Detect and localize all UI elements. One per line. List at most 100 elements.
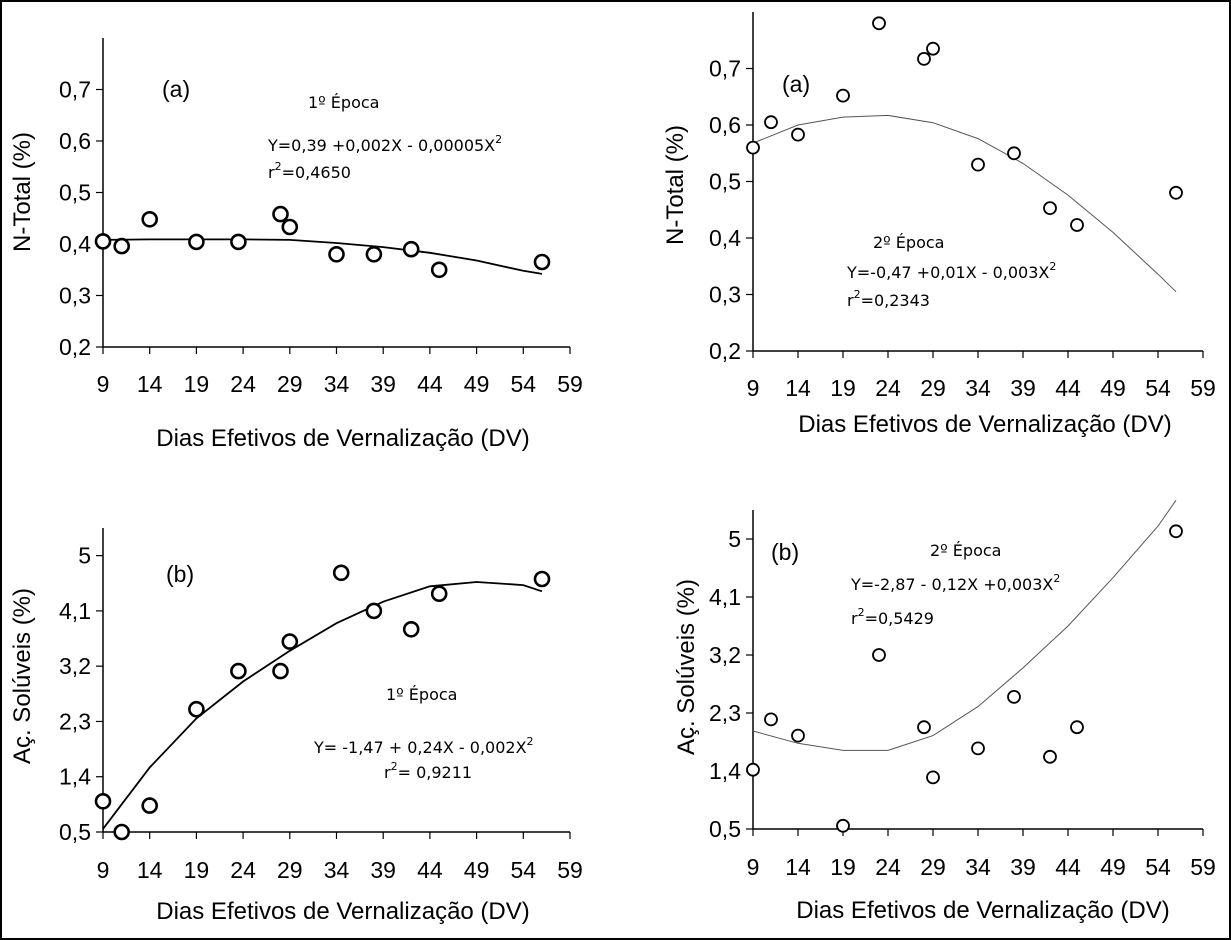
equation-text: Y=-2,87 - 0,12X +0,003X	[850, 575, 1053, 594]
equation-exponent: 2	[1053, 572, 1060, 585]
data-point	[872, 16, 886, 31]
y-tick-label: 0,4	[709, 225, 741, 251]
r2-prefix: r	[851, 609, 858, 628]
r2-exponent: 2	[391, 760, 398, 773]
y-tick-label: 3,2	[709, 642, 741, 668]
x-tick-label: 9	[747, 375, 760, 401]
x-tick-label: 49	[1100, 854, 1126, 880]
y-tick-label: 3,2	[59, 653, 91, 679]
r2-exponent: 2	[858, 606, 865, 619]
equation-exponent: 2	[1049, 260, 1056, 273]
x-tick-label: 19	[184, 857, 210, 883]
x-tick-label: 49	[464, 371, 490, 397]
x-tick-label: 39	[370, 371, 396, 397]
x-tick-label: 34	[965, 375, 991, 401]
data-point	[230, 662, 247, 680]
x-tick-label: 39	[1010, 854, 1036, 880]
panel-tag: (b)	[771, 539, 799, 565]
x-tick-label: 54	[1145, 854, 1171, 880]
y-tick-label: 1,4	[709, 758, 741, 784]
x-tick-label: 59	[1190, 375, 1216, 401]
x-tick-label: 24	[875, 375, 901, 401]
x-tick-label: 49	[1100, 375, 1126, 401]
panel-acucares-epoca-1: (b) 1º Época Y= -1,47 + 0,24X - 0,002X2 …	[9, 528, 583, 925]
data-point	[281, 218, 299, 236]
x-tick-label: 54	[511, 857, 537, 883]
x-tick-label: 44	[417, 371, 443, 397]
y-axis-title: N-Total (%)	[662, 125, 689, 245]
data-point	[94, 792, 112, 810]
equation: Y=-0,47 +0,01X - 0,003X2	[846, 260, 1056, 282]
x-tick-label: 34	[324, 371, 350, 397]
x-tick-label: 14	[785, 375, 811, 401]
trend-line	[102, 238, 543, 275]
x-axis-title: Dias Efetivos de Vernalização (DV)	[156, 425, 530, 452]
data-point	[94, 233, 112, 250]
data-point	[746, 762, 760, 777]
y-tick-label: 0,3	[59, 283, 91, 309]
data-point	[971, 157, 985, 172]
y-tick-label: 0,5	[709, 816, 741, 842]
data-point	[113, 823, 130, 841]
r-squared: r2=0,5429	[851, 606, 934, 628]
data-point	[533, 570, 551, 588]
equation-text: Y=-0,47 +0,01X - 0,003X	[846, 263, 1049, 282]
trend-line	[102, 581, 543, 830]
x-tick-label: 54	[1145, 375, 1171, 401]
x-tick-label: 39	[1010, 375, 1036, 401]
x-tick-label: 29	[920, 375, 946, 401]
season-label: 2º Época	[873, 233, 944, 252]
equation-exponent: 2	[527, 735, 534, 748]
r2-value: =0,4650	[282, 163, 351, 182]
x-tick-label: 24	[875, 854, 901, 880]
panel-tag: (b)	[166, 561, 194, 587]
x-tick-label: 39	[370, 857, 396, 883]
data-point	[1007, 146, 1021, 161]
panel-n-total-epoca-2: (a) 2º Época Y=-0,47 +0,01X - 0,003X2 r2…	[662, 12, 1216, 438]
y-tick-label: 0,2	[709, 338, 741, 364]
data-point	[917, 52, 931, 66]
y-tick-label: 0,6	[59, 128, 91, 154]
x-tick-label: 44	[417, 857, 443, 883]
data-point	[141, 211, 158, 228]
y-tick-label: 1,4	[59, 764, 91, 790]
r-squared: r2= 0,9211	[384, 760, 472, 782]
panel-tag: (a)	[162, 76, 190, 102]
y-tick-label: 0,5	[59, 180, 91, 206]
data-point	[328, 246, 345, 263]
r2-prefix: r	[268, 163, 275, 182]
y-tick-label: 0,7	[59, 77, 91, 103]
x-tick-label: 24	[230, 857, 256, 883]
y-tick-label: 2,3	[709, 700, 741, 726]
data-point	[430, 585, 448, 603]
equation: Y=0,39 +0,002X - 0,00005X2	[267, 133, 502, 155]
data-point	[1007, 690, 1021, 704]
data-point	[1070, 218, 1084, 232]
equation-text: Y= -1,47 + 0,24X - 0,002X	[313, 738, 527, 757]
data-point	[764, 712, 778, 727]
r2-exponent: 2	[854, 288, 861, 301]
y-axis-title: N-Total (%)	[9, 132, 36, 252]
data-point	[917, 720, 931, 735]
r2-prefix: r	[847, 291, 854, 310]
data-point	[764, 115, 778, 130]
x-tick-label: 29	[277, 371, 303, 397]
x-tick-label: 19	[830, 375, 856, 401]
y-tick-label: 5	[728, 526, 741, 552]
x-tick-label: 9	[747, 854, 760, 880]
data-point	[971, 741, 985, 756]
r-squared: r2=0,2343	[847, 288, 930, 310]
x-tick-label: 29	[920, 854, 946, 880]
data-point	[1169, 185, 1183, 200]
y-tick-label: 0,5	[59, 819, 91, 845]
data-point	[926, 41, 940, 56]
panel-n-total-epoca-1: (a) 1º Época Y=0,39 +0,002X - 0,00005X2 …	[9, 38, 583, 452]
data-point	[281, 633, 299, 650]
y-tick-label: 0,6	[709, 112, 741, 138]
y-tick-label: 5	[78, 543, 91, 569]
r2-value: =0,2343	[861, 291, 930, 310]
data-point	[533, 253, 551, 271]
x-tick-label: 59	[557, 371, 583, 397]
x-tick-label: 59	[1190, 854, 1216, 880]
